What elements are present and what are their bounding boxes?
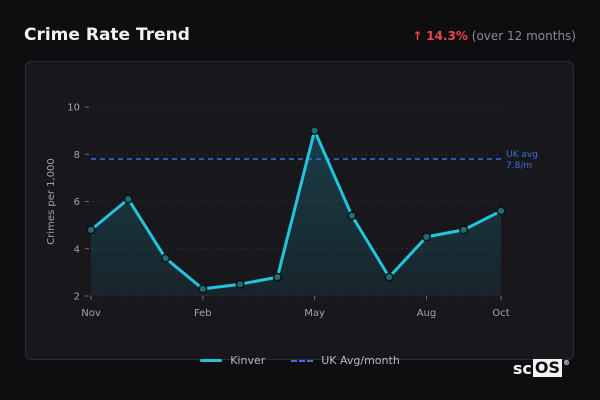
data-point <box>384 272 394 282</box>
points-layer <box>86 126 506 294</box>
data-point <box>459 225 469 235</box>
data-point <box>421 232 431 242</box>
y-tick-label: 2 <box>74 292 80 303</box>
legend-item-kinver[interactable]: Kinver <box>200 354 265 367</box>
chart-legend: Kinver UK Avg/month <box>0 354 600 367</box>
uk-average-value-label: 7.8/m <box>506 161 532 171</box>
trend-change-period: (over 12 months) <box>471 29 576 43</box>
data-point <box>496 206 506 216</box>
brand-logo-text: sc <box>512 359 532 378</box>
kinver-series-line <box>90 129 502 291</box>
data-point <box>161 253 171 263</box>
y-tick-label: 6 <box>74 197 80 208</box>
area-fill <box>91 130 501 296</box>
data-point <box>86 225 96 235</box>
axis-layer: 2 4 6 8 10 Nov Feb May Aug Oct <box>67 103 509 320</box>
trend-change: ↑ 14.3% (over 12 months) <box>412 29 576 43</box>
data-point <box>347 211 357 221</box>
legend-label-kinver: Kinver <box>230 354 266 367</box>
y-axis-label: Crimes per 1,000 <box>46 158 57 245</box>
x-tick-label: Oct <box>492 308 509 319</box>
x-tick-label: May <box>304 308 325 319</box>
x-tick-label: Feb <box>194 308 212 319</box>
y-tick-label: 8 <box>74 150 80 161</box>
trend-up-arrow-icon: ↑ <box>412 29 423 43</box>
registered-mark-icon: ® <box>563 359 570 367</box>
brand-logo-boxed-text: OS <box>532 358 562 377</box>
data-point <box>272 272 282 282</box>
legend-swatch-kinver <box>200 359 223 362</box>
chart-title: Crime Rate Trend <box>24 25 190 45</box>
y-tick-label: 4 <box>74 244 80 255</box>
uk-average-label: UK avg <box>506 150 538 160</box>
legend-swatch-uk-avg <box>291 359 314 362</box>
data-point <box>198 284 208 294</box>
x-tick-label: Nov <box>81 308 101 319</box>
brand-logo: sc OS ® <box>512 358 570 379</box>
data-point <box>310 126 320 136</box>
y-tick-label: 10 <box>67 103 80 114</box>
trend-change-value: 14.3% <box>426 29 468 43</box>
data-point <box>123 194 133 204</box>
data-point <box>235 279 245 289</box>
x-tick-label: Aug <box>417 308 437 319</box>
legend-item-uk-avg[interactable]: UK Avg/month <box>291 354 400 367</box>
legend-label-uk-avg: UK Avg/month <box>321 354 400 367</box>
